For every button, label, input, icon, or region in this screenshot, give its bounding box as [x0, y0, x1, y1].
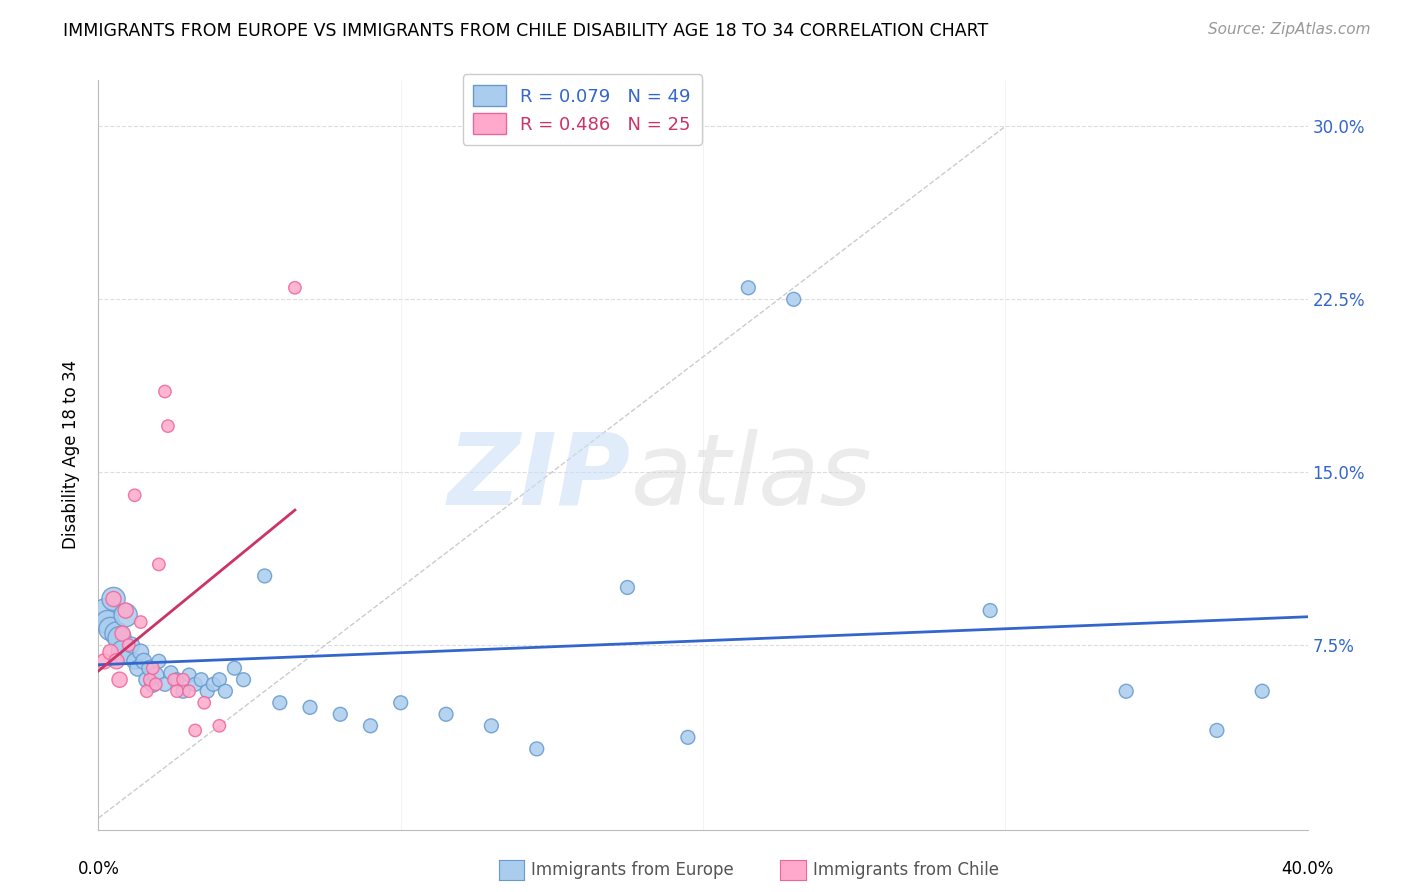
- Point: [269, 696, 291, 710]
- Point: [118, 638, 141, 652]
- Point: [434, 707, 457, 722]
- Point: [208, 719, 231, 733]
- Point: [202, 677, 225, 691]
- Point: [142, 661, 165, 675]
- Point: [105, 654, 128, 668]
- Point: [360, 719, 382, 733]
- Point: [172, 684, 194, 698]
- Point: [139, 673, 162, 687]
- Point: [224, 661, 246, 675]
- Point: [111, 645, 134, 659]
- Point: [145, 668, 167, 682]
- Point: [153, 677, 176, 691]
- Point: [214, 684, 236, 698]
- Point: [121, 638, 143, 652]
- Point: [299, 700, 322, 714]
- Point: [111, 626, 134, 640]
- Text: Immigrants from Chile: Immigrants from Chile: [813, 861, 998, 879]
- Point: [127, 661, 149, 675]
- Point: [389, 696, 412, 710]
- Point: [148, 654, 170, 668]
- Point: [284, 281, 307, 295]
- Point: [108, 631, 131, 645]
- Point: [737, 281, 759, 295]
- Point: [481, 719, 503, 733]
- Point: [195, 684, 218, 698]
- Point: [179, 668, 201, 682]
- Point: [103, 592, 125, 607]
- Point: [93, 654, 115, 668]
- Text: atlas: atlas: [630, 429, 872, 526]
- Legend: R = 0.079   N = 49, R = 0.486   N = 25: R = 0.079 N = 49, R = 0.486 N = 25: [463, 74, 702, 145]
- Point: [616, 581, 638, 595]
- Point: [179, 684, 201, 698]
- Point: [105, 626, 128, 640]
- Point: [184, 723, 207, 738]
- Point: [132, 654, 155, 668]
- Point: [156, 419, 179, 434]
- Point: [129, 645, 152, 659]
- Text: IMMIGRANTS FROM EUROPE VS IMMIGRANTS FROM CHILE DISABILITY AGE 18 TO 34 CORRELAT: IMMIGRANTS FROM EUROPE VS IMMIGRANTS FRO…: [63, 22, 988, 40]
- Text: 40.0%: 40.0%: [1281, 860, 1334, 878]
- Point: [1251, 684, 1274, 698]
- Point: [100, 645, 122, 659]
- Point: [232, 673, 254, 687]
- Point: [124, 488, 146, 502]
- Point: [166, 673, 188, 687]
- Point: [124, 654, 146, 668]
- Point: [114, 603, 136, 617]
- Point: [103, 592, 125, 607]
- Point: [184, 677, 207, 691]
- Point: [100, 622, 122, 636]
- Point: [526, 742, 548, 756]
- Point: [148, 558, 170, 572]
- Point: [676, 731, 699, 745]
- Point: [329, 707, 352, 722]
- Point: [253, 569, 276, 583]
- Point: [783, 293, 806, 307]
- Point: [135, 673, 157, 687]
- Point: [142, 677, 165, 691]
- Text: Immigrants from Europe: Immigrants from Europe: [531, 861, 734, 879]
- Point: [93, 603, 115, 617]
- Y-axis label: Disability Age 18 to 34: Disability Age 18 to 34: [62, 360, 80, 549]
- Point: [193, 696, 215, 710]
- Point: [208, 673, 231, 687]
- Point: [139, 661, 162, 675]
- Point: [1206, 723, 1229, 738]
- Text: Source: ZipAtlas.com: Source: ZipAtlas.com: [1208, 22, 1371, 37]
- Point: [118, 649, 141, 664]
- Point: [108, 673, 131, 687]
- Point: [979, 603, 1001, 617]
- Point: [190, 673, 212, 687]
- Text: 0.0%: 0.0%: [77, 860, 120, 878]
- Point: [129, 615, 152, 629]
- Point: [172, 673, 194, 687]
- Point: [163, 673, 186, 687]
- Point: [114, 608, 136, 623]
- Point: [96, 615, 118, 629]
- Point: [166, 684, 188, 698]
- Point: [145, 677, 167, 691]
- Point: [135, 684, 157, 698]
- Point: [153, 384, 176, 399]
- Text: ZIP: ZIP: [447, 429, 630, 526]
- Point: [160, 665, 183, 680]
- Point: [1115, 684, 1137, 698]
